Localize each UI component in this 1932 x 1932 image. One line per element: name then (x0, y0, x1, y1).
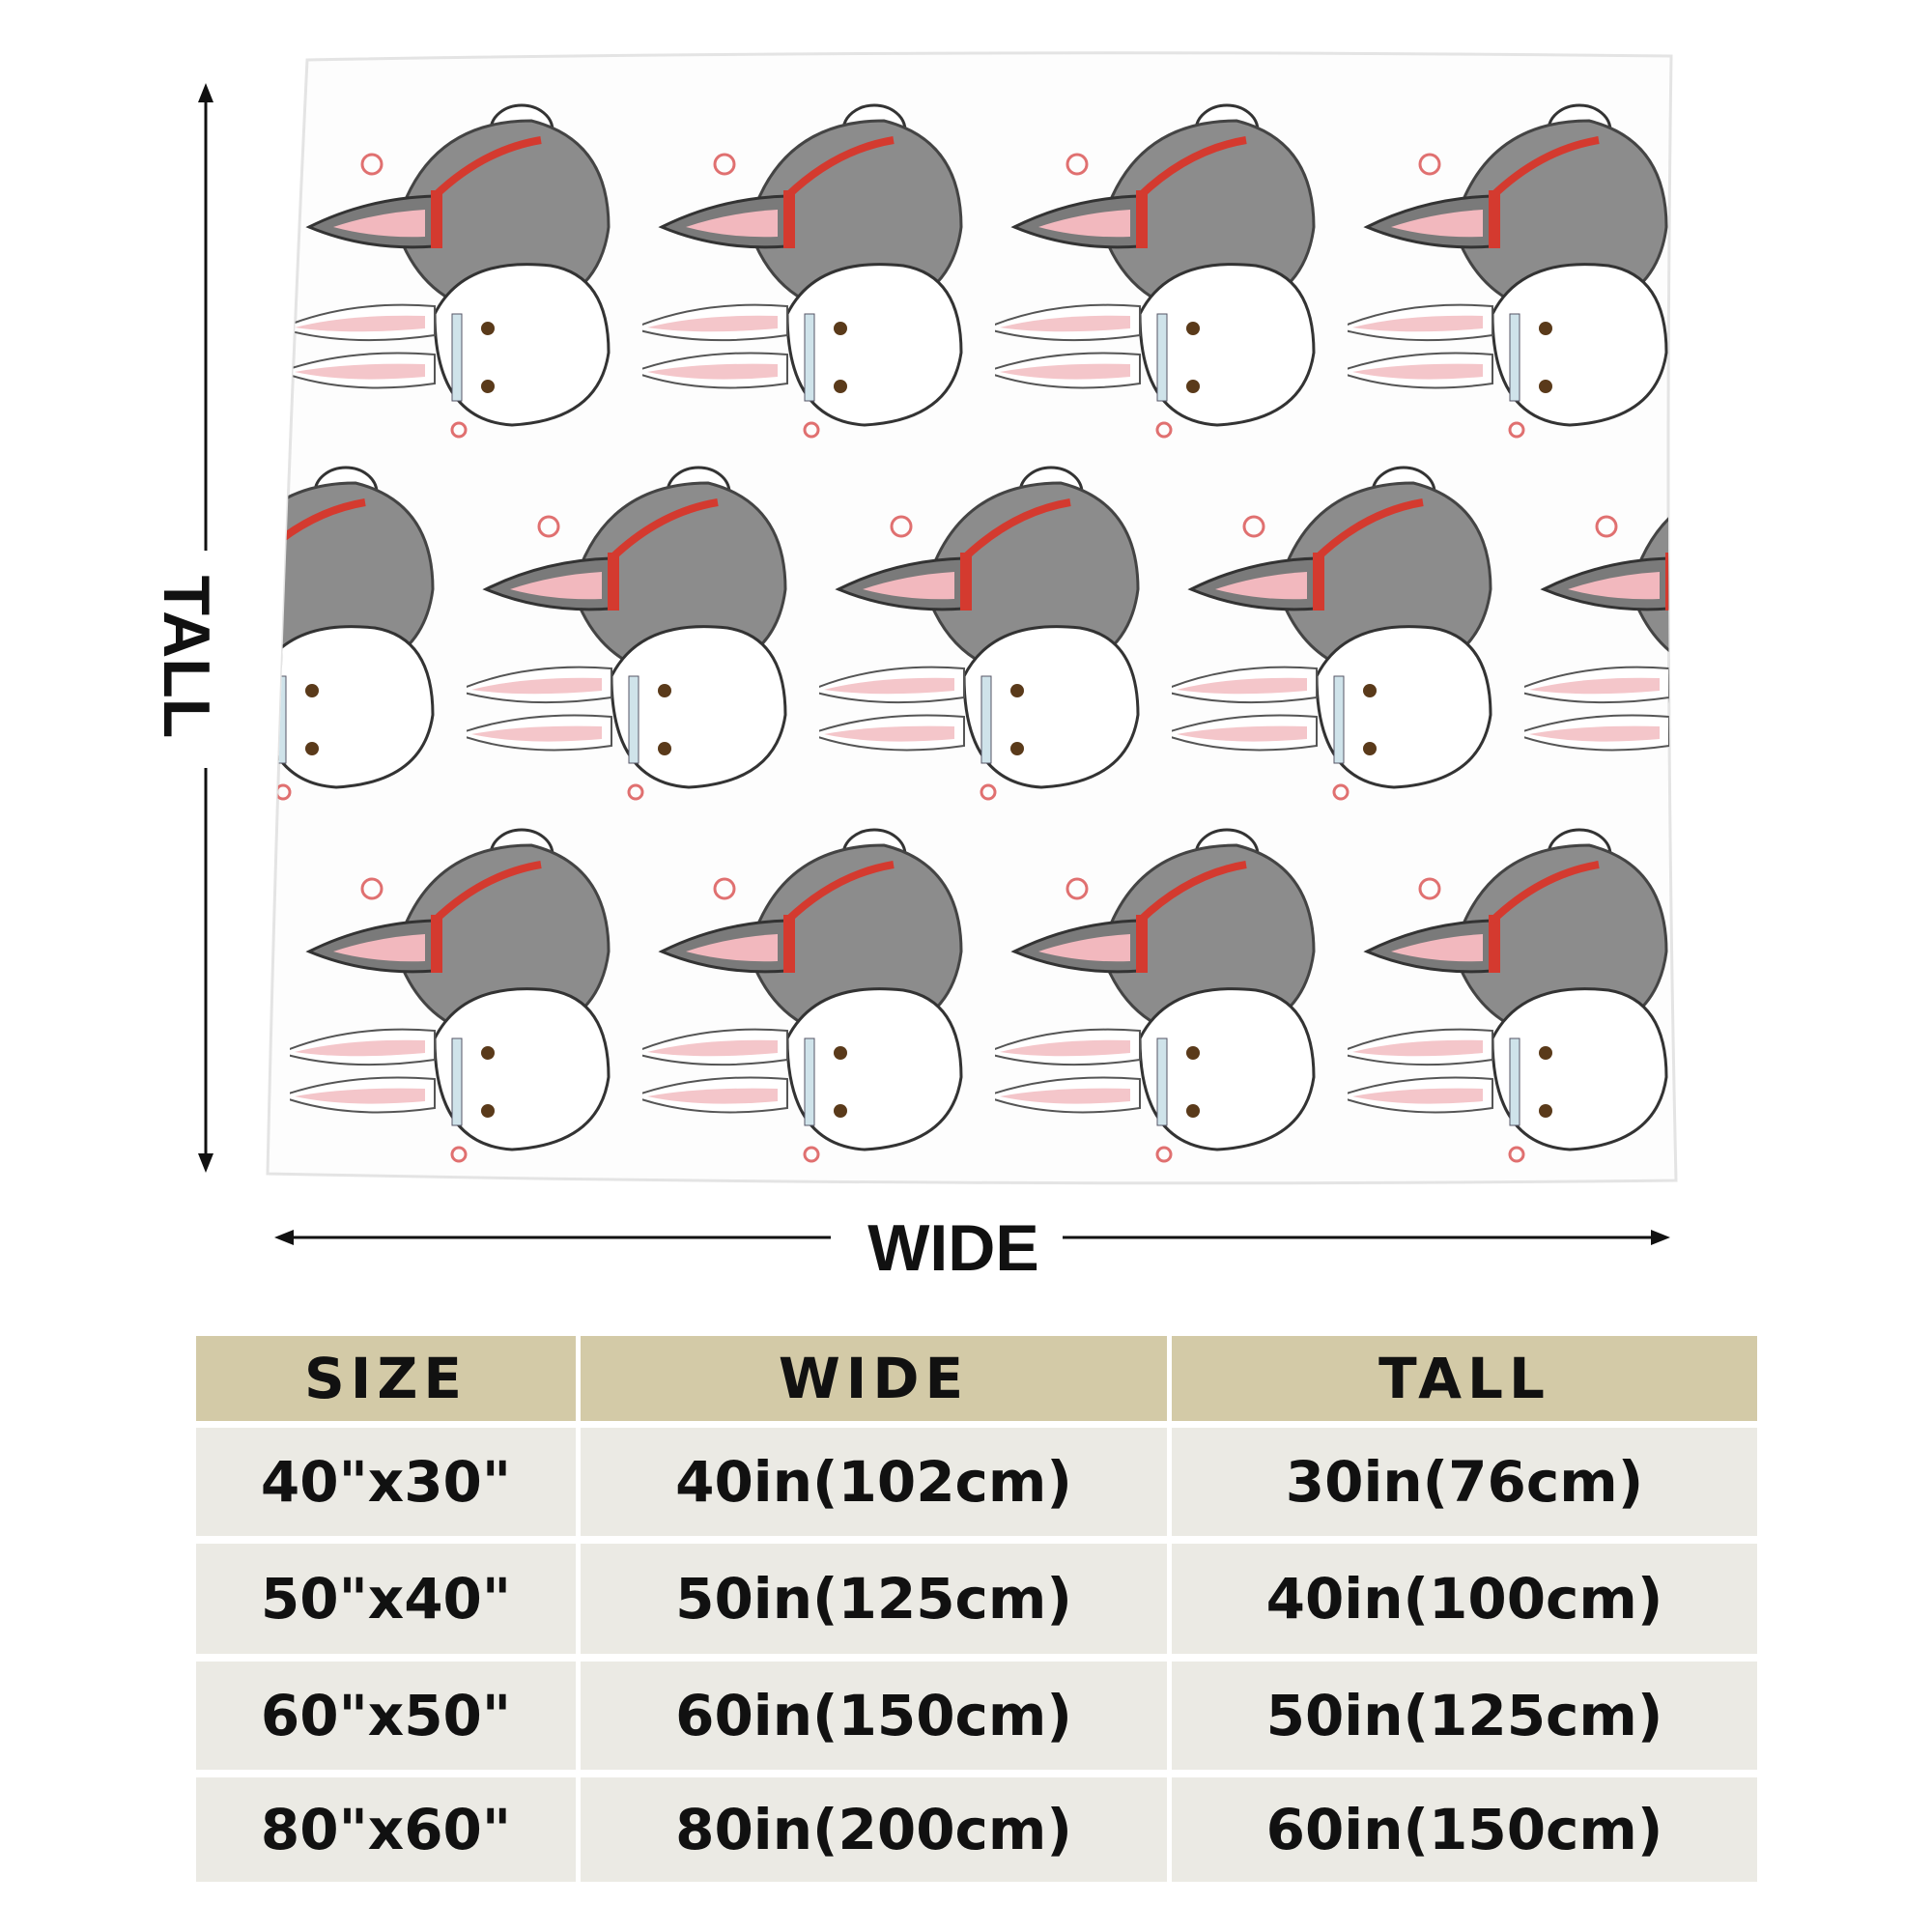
table-cell (196, 1662, 576, 1770)
wide-arrow (274, 1230, 1670, 1245)
cell-text: 50"x40" (261, 1566, 511, 1632)
tall-label: TALL (150, 576, 223, 739)
table-cell (581, 1544, 1167, 1654)
header-cell (196, 1336, 576, 1421)
table-cell (196, 1777, 576, 1882)
cell-text: 60"x50" (261, 1683, 511, 1748)
header-cell (1172, 1336, 1757, 1421)
cell-text: 40in(102cm) (675, 1449, 1072, 1515)
cell-text: 50in(125cm) (675, 1566, 1072, 1632)
table-cell (1172, 1428, 1757, 1536)
table-cell (1172, 1777, 1757, 1882)
table-cell (581, 1777, 1167, 1882)
cell-text: 60in(150cm) (1266, 1797, 1663, 1862)
header-text: TALL (1378, 1346, 1550, 1411)
header-cell (581, 1336, 1167, 1421)
cell-text: 30in(76cm) (1286, 1449, 1643, 1515)
table-cell (1172, 1662, 1757, 1770)
header-text: SIZE (304, 1346, 468, 1411)
cell-text: 80in(200cm) (675, 1797, 1072, 1862)
cell-text: 40in(100cm) (1266, 1566, 1663, 1632)
table-cell (1172, 1544, 1757, 1654)
cell-text: 50in(125cm) (1266, 1683, 1663, 1748)
table-cell (196, 1428, 576, 1536)
blanket (266, 51, 1678, 1185)
table-cell (196, 1544, 576, 1654)
cell-text: 60in(150cm) (675, 1683, 1072, 1748)
size-table: SIZE WIDE TALL 40"x30" 40in(102cm) 30in(76cm)… (196, 1336, 1757, 1882)
tall-arrow (198, 83, 213, 1173)
cell-text: 80"x60" (261, 1797, 511, 1862)
header-text: WIDE (779, 1346, 969, 1411)
table-cell (581, 1662, 1167, 1770)
wide-label: WIDE (867, 1211, 1039, 1285)
cell-text: 40"x30" (261, 1449, 511, 1515)
table-cell (581, 1428, 1167, 1536)
